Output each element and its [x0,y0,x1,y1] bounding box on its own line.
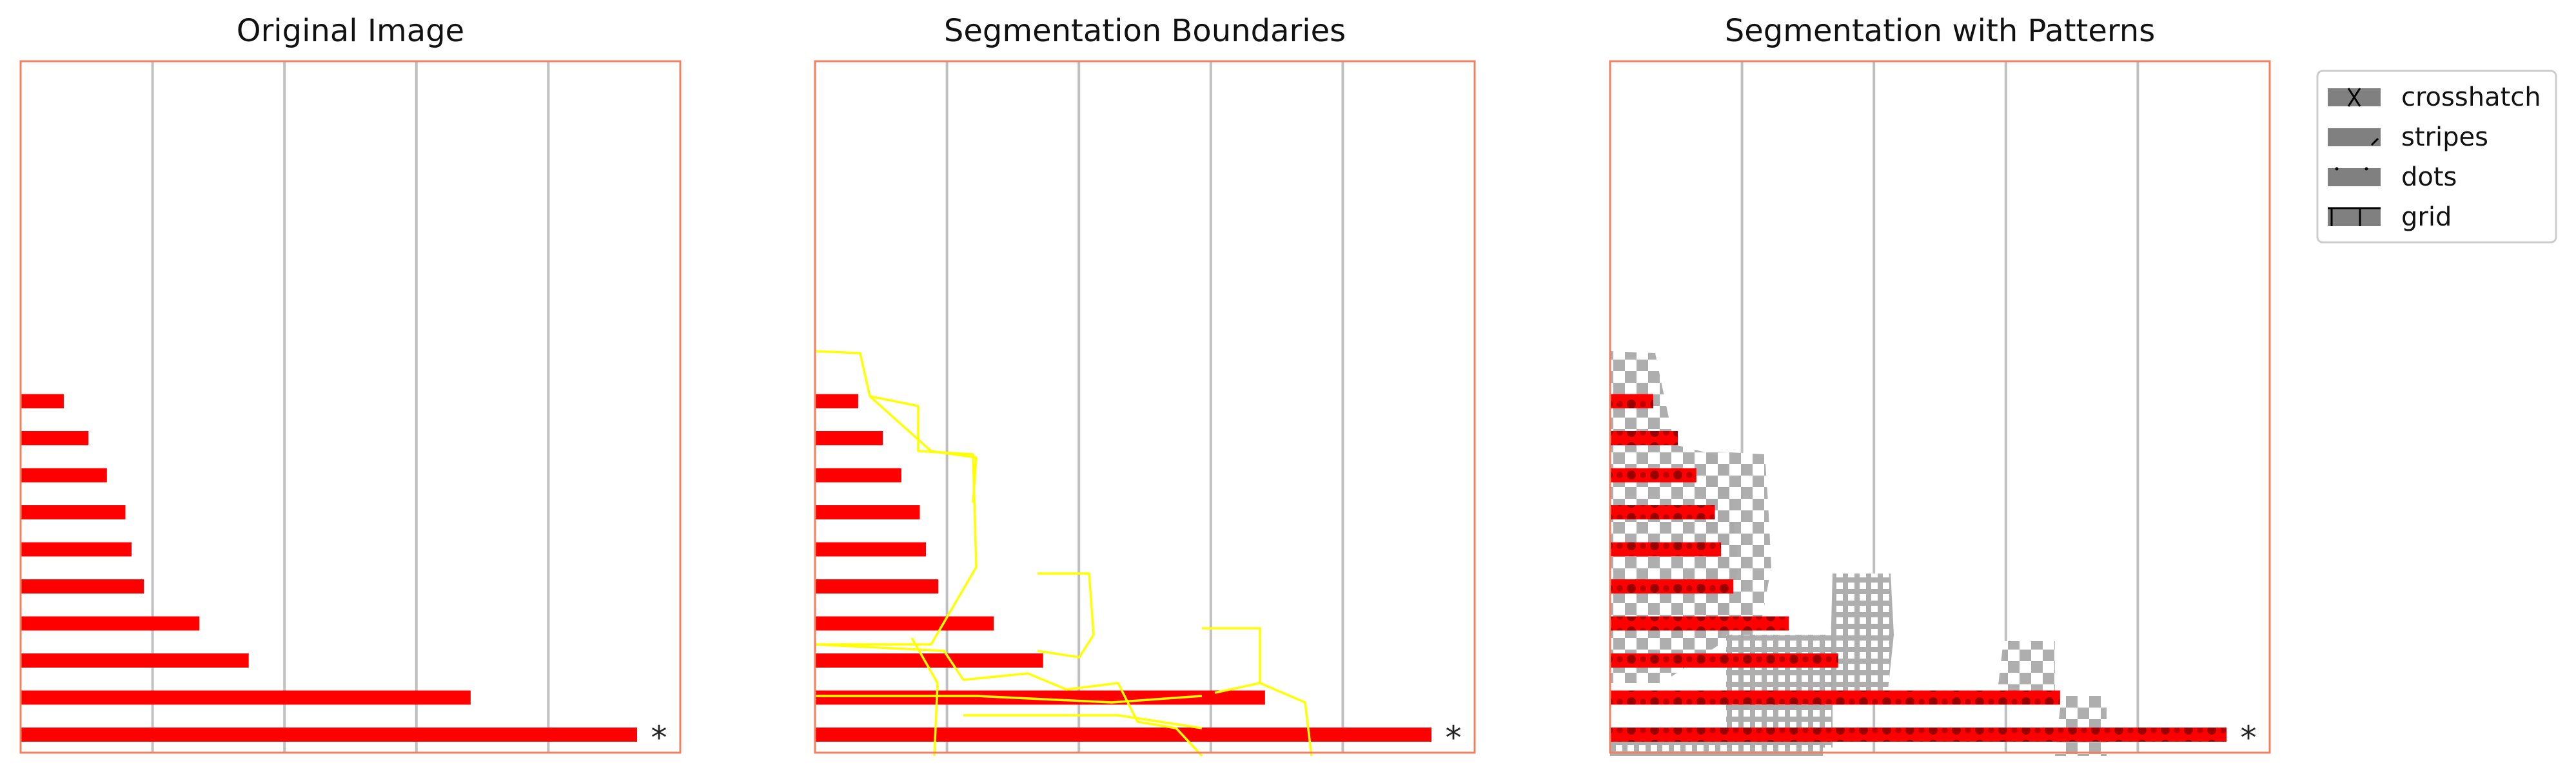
panel-title: Segmentation Boundaries [944,13,1346,49]
legend-swatch [2328,168,2381,186]
panel-title: Segmentation with Patterns [1725,13,2155,49]
stripes-icon [2370,137,2379,146]
axes-frame [814,60,1476,754]
bar [21,653,249,668]
legend: crosshatch stripes dots grid [2316,70,2557,244]
panel-original-image: Original Image * [19,13,682,757]
bar [815,653,1043,668]
bar [815,505,920,519]
axes-frame [1609,60,2271,754]
legend-frame [2316,70,2557,244]
bar [1610,431,1678,445]
segment-boundary [869,395,978,503]
segment-grid-center [1829,574,1894,696]
bar [1610,468,1696,483]
bar [815,728,1431,742]
segment-boundary [814,350,978,646]
segment-stripes-right [1997,641,2055,696]
bar [815,616,994,631]
bar [21,468,107,483]
bar [21,728,637,742]
panel-title: Original Image [237,13,464,49]
bar [21,579,144,593]
legend-entry-label: crosshatch [2401,82,2541,112]
axes-frame [19,60,682,754]
segment-boundary [814,643,1203,757]
dots-icon [2335,167,2339,171]
legend-entry-label: grid [2401,202,2452,232]
panel-segmentation-with-patterns: Segmentation with Patterns * [1609,13,2271,757]
segment-boundary [1037,572,1095,659]
bar [1610,616,1789,631]
bar [1610,542,1722,557]
bar [21,616,200,631]
bar [1610,653,1838,668]
bar [815,690,1265,705]
bar [21,394,64,409]
segment-boundary [910,637,939,757]
bar [1610,579,1734,593]
bar [1610,690,2060,705]
legend-swatch [2328,208,2381,226]
bar [815,542,927,557]
bar [815,431,883,445]
bar [1610,728,2227,742]
bar [21,690,471,705]
bar [815,468,901,483]
annotation-star: * [651,719,667,757]
bar [815,579,939,593]
bar [21,431,89,445]
annotation-star: * [1446,719,1462,757]
segment-boundary [963,714,1203,729]
annotation-star: * [2241,719,2257,757]
bar [21,542,132,557]
legend-entry-label: dots [2401,162,2457,192]
legend-entry-label: stripes [2401,122,2488,152]
panel-segmentation-boundaries: Segmentation Boundaries * [814,13,1476,757]
segment-boundary [1202,627,1261,694]
bar [1610,394,1653,409]
legend-swatch [2328,128,2381,146]
bar [815,394,858,409]
bar [1610,505,1715,519]
segment-boundary [815,695,1203,704]
segment-checker-right [2055,696,2107,756]
bar [21,505,126,519]
segment-boundary [1259,682,1313,757]
